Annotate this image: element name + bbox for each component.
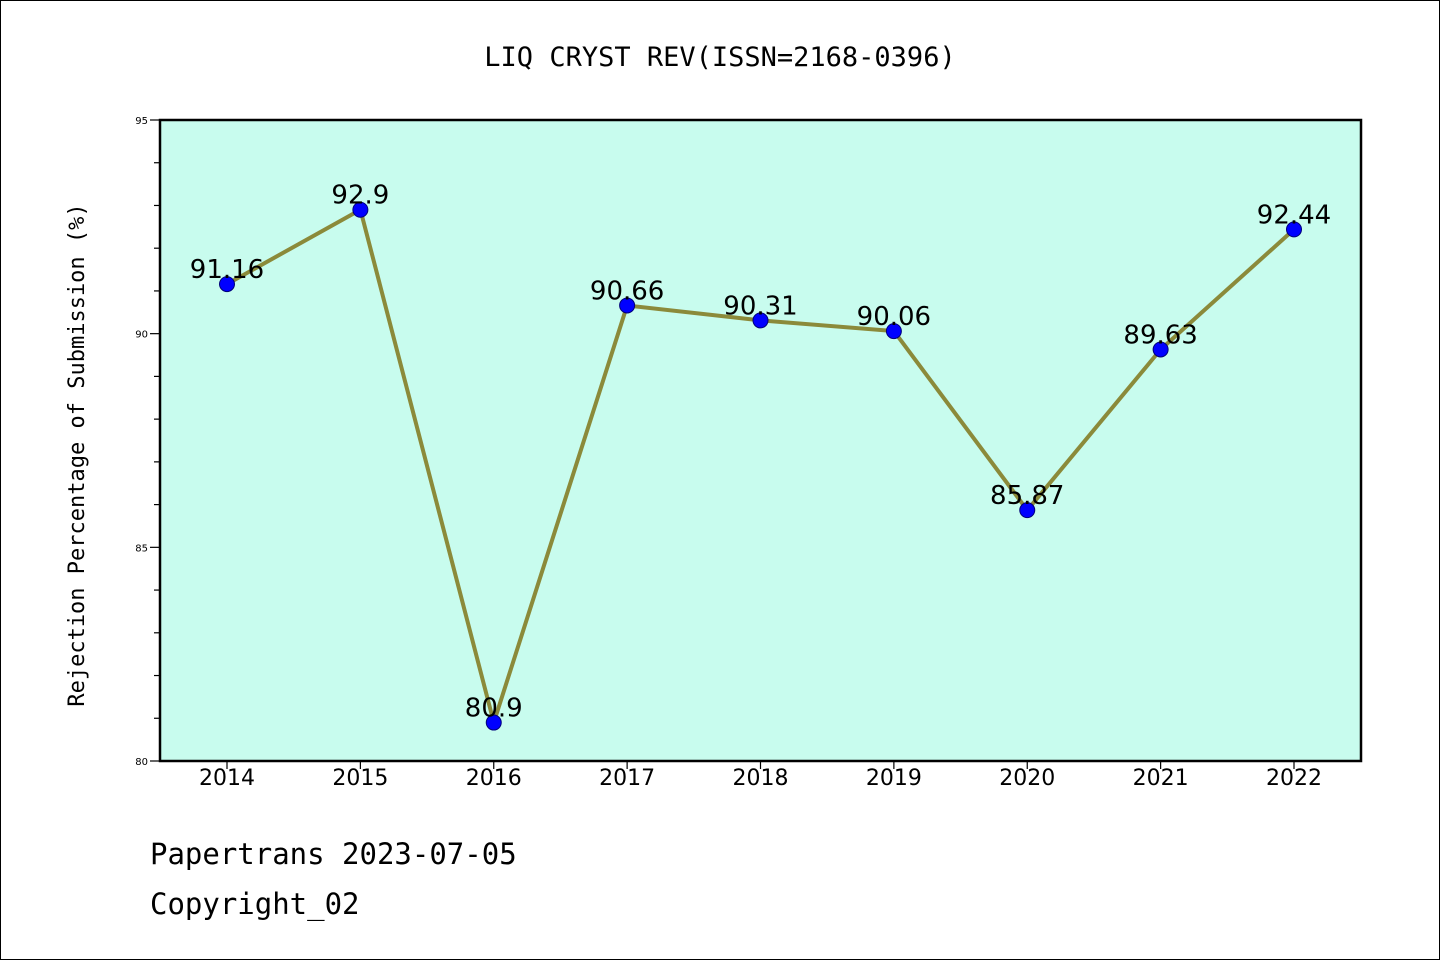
data-label: 91.16 (190, 255, 264, 285)
data-point-marker (1286, 221, 1302, 238)
series-markers (219, 201, 1302, 731)
data-point-marker (219, 276, 235, 293)
chart-title: LIQ CRYST REV(ISSN=2168-0396) (484, 42, 955, 73)
x-tick-label: 2015 (332, 766, 388, 791)
data-point-marker (885, 323, 902, 340)
x-tick-label: 2018 (733, 766, 789, 791)
x-tick-label: 2022 (1266, 766, 1322, 791)
data-label: 89.63 (1123, 320, 1197, 350)
y-axis-label: Rejection Percentage of Submission (%) (65, 203, 90, 706)
footer-copyright: Copyright_02 (150, 887, 360, 922)
data-label: 92.9 (331, 181, 389, 211)
y-tick-label: 80 (135, 757, 148, 768)
plot-area (158, 118, 1363, 763)
x-tick-label: 2016 (466, 766, 522, 791)
x-tick-label: 2020 (999, 766, 1055, 791)
data-label: 85.87 (990, 481, 1064, 511)
data-point-marker (1019, 502, 1036, 519)
x-tick-label: 2021 (1133, 766, 1189, 791)
data-label: 90.66 (590, 276, 664, 306)
data-label: 90.06 (857, 302, 931, 332)
data-point-marker (752, 312, 769, 329)
x-tick-label: 2019 (866, 766, 922, 791)
x-tick-label: 2017 (599, 766, 655, 791)
footer-date: Papertrans 2023-07-05 (150, 837, 517, 871)
data-point-marker (1152, 341, 1169, 358)
data-point-marker (485, 714, 502, 731)
y-tick-label: 85 (135, 543, 148, 554)
y-tick-label: 90 (135, 330, 148, 341)
data-point-marker (352, 201, 369, 218)
data-label: 80.9 (465, 694, 523, 724)
data-label: 92.44 (1257, 200, 1331, 230)
data-labels: 91.16 92.9 80.9 90.66 90.31 90.06 85.87 89.63 92… (190, 181, 1331, 724)
data-point-marker (619, 297, 636, 314)
y-tick-label: 95 (135, 116, 148, 127)
x-axis-ticks: 2014 2015 2016 2017 2018 2019 2020 2021 2022 (199, 761, 1322, 791)
y-axis-ticks: 80 85 90 95 (135, 116, 160, 768)
data-label: 90.31 (723, 291, 797, 321)
x-tick-label: 2014 (199, 766, 255, 791)
